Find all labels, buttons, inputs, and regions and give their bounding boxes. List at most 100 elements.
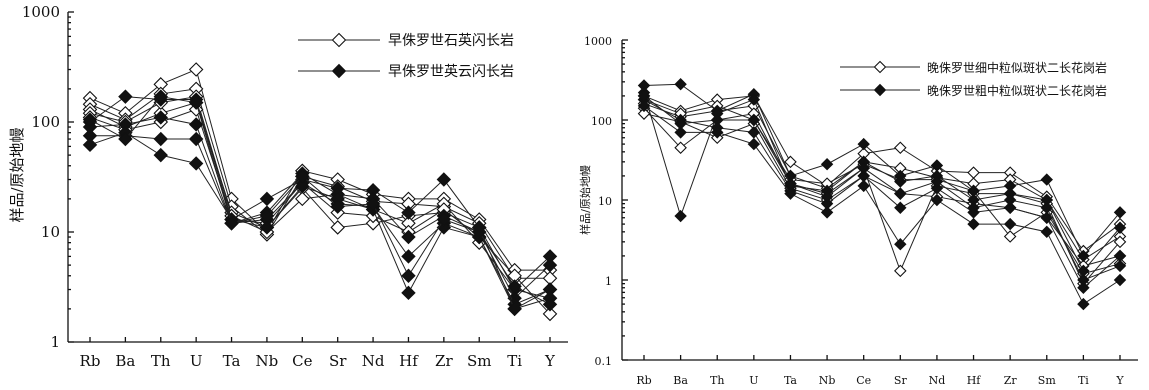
x-tick-label: Y <box>544 352 556 370</box>
x-tick-label: Nb <box>819 374 836 387</box>
legend-label: 早侏罗世英云闪长岩 <box>388 63 514 80</box>
data-point <box>747 93 761 106</box>
data-point <box>1040 225 1053 239</box>
data-point <box>1113 221 1127 234</box>
data-point <box>1113 235 1127 249</box>
y-axis-label: 样品/原始地幔 <box>8 127 26 222</box>
data-point <box>330 220 345 235</box>
data-point <box>894 201 907 214</box>
x-tick-label: Sr <box>329 352 347 370</box>
data-point <box>259 208 275 224</box>
x-tick-label: Y <box>1115 374 1124 387</box>
x-tick-label: Th <box>151 352 171 370</box>
data-point <box>1003 217 1017 231</box>
data-point <box>857 179 870 193</box>
data-point <box>1077 273 1090 287</box>
data-point <box>401 285 416 301</box>
data-point <box>967 166 980 179</box>
x-tick-label: Ta <box>784 374 797 387</box>
data-point <box>637 89 651 103</box>
data-point <box>1113 273 1127 287</box>
series-line <box>89 68 550 271</box>
data-point <box>401 268 416 283</box>
data-point <box>784 155 797 169</box>
y-axis-label: 样品/原始地幔 <box>578 165 592 235</box>
data-point <box>472 224 487 240</box>
data-point <box>820 206 834 219</box>
x-tick-label: Nb <box>256 352 279 370</box>
data-point <box>330 199 345 214</box>
x-tick-label: Ba <box>673 374 688 387</box>
series-9 <box>82 89 558 312</box>
series-line <box>643 105 1121 305</box>
legend-label: 晚侏罗世细中粒似斑状二长花岗岩 <box>927 60 1107 75</box>
series-8 <box>82 125 558 317</box>
data-point <box>674 78 687 91</box>
series-9 <box>637 89 1127 287</box>
series-line <box>89 96 551 305</box>
data-point <box>542 297 558 312</box>
y-tick-label: 10 <box>598 195 612 208</box>
data-point <box>82 112 98 127</box>
data-point <box>365 216 381 231</box>
data-point <box>542 306 558 322</box>
data-point <box>365 196 381 212</box>
data-point <box>711 126 724 139</box>
x-tick-label: Hf <box>399 352 419 370</box>
data-point <box>894 238 907 251</box>
x-tick-label: Rb <box>80 352 101 370</box>
series-line <box>643 92 1121 272</box>
legend-marker <box>331 32 347 48</box>
x-tick-label: Zr <box>435 352 453 370</box>
data-point <box>188 156 204 171</box>
data-point <box>1113 206 1127 219</box>
chart-right: 0.1 1 10 100 1000 样品/原始地幔 Rb Ba Th U Ta Nb Ce Sr Nd Hf Z… <box>578 35 1138 387</box>
data-point <box>820 190 834 203</box>
x-tick-label: Ta <box>223 352 241 370</box>
data-point <box>674 141 687 155</box>
data-point <box>1003 193 1017 207</box>
data-point <box>1077 281 1090 294</box>
data-point <box>295 169 310 184</box>
series-line <box>643 99 1121 289</box>
data-point <box>1003 201 1017 214</box>
data-point <box>401 205 416 220</box>
series-4 <box>637 93 1127 280</box>
data-point <box>436 172 452 187</box>
data-point <box>153 131 168 147</box>
data-point <box>507 279 522 294</box>
chart-left: 1 10 100 1000 样品/原始地幔 Rb Ba Th U Ta Nb Ce Sr Nd Hf Zr Sm… <box>8 3 568 370</box>
data-point <box>436 212 452 227</box>
data-point <box>967 201 980 214</box>
series-line <box>643 83 1121 257</box>
x-tick-label: Th <box>710 374 724 387</box>
data-point <box>967 217 980 231</box>
data-point <box>747 126 761 139</box>
x-tick-label: Sm <box>467 352 492 370</box>
x-tick-label: Sm <box>1038 374 1057 387</box>
x-tick-label: Hf <box>967 374 982 387</box>
data-point <box>894 264 907 278</box>
x-tick-label: Ti <box>1078 374 1089 387</box>
y-tick-label: 0.1 <box>595 355 613 368</box>
x-tick-label: Ba <box>115 352 135 370</box>
data-point <box>188 62 204 77</box>
data-point <box>894 187 907 200</box>
data-point <box>674 117 687 130</box>
series-line <box>643 95 1121 252</box>
data-point <box>747 113 761 127</box>
data-point <box>637 99 651 113</box>
data-point <box>224 216 239 231</box>
legend-marker <box>331 63 347 79</box>
data-point <box>1003 230 1017 243</box>
series-6 <box>637 86 1127 278</box>
x-tick-label: Ti <box>507 352 522 370</box>
series-5 <box>637 78 1127 263</box>
x-tick-label: Nd <box>362 352 385 370</box>
data-point <box>507 301 522 317</box>
data-point <box>259 220 275 235</box>
data-point <box>153 89 168 104</box>
data-point <box>857 161 870 175</box>
